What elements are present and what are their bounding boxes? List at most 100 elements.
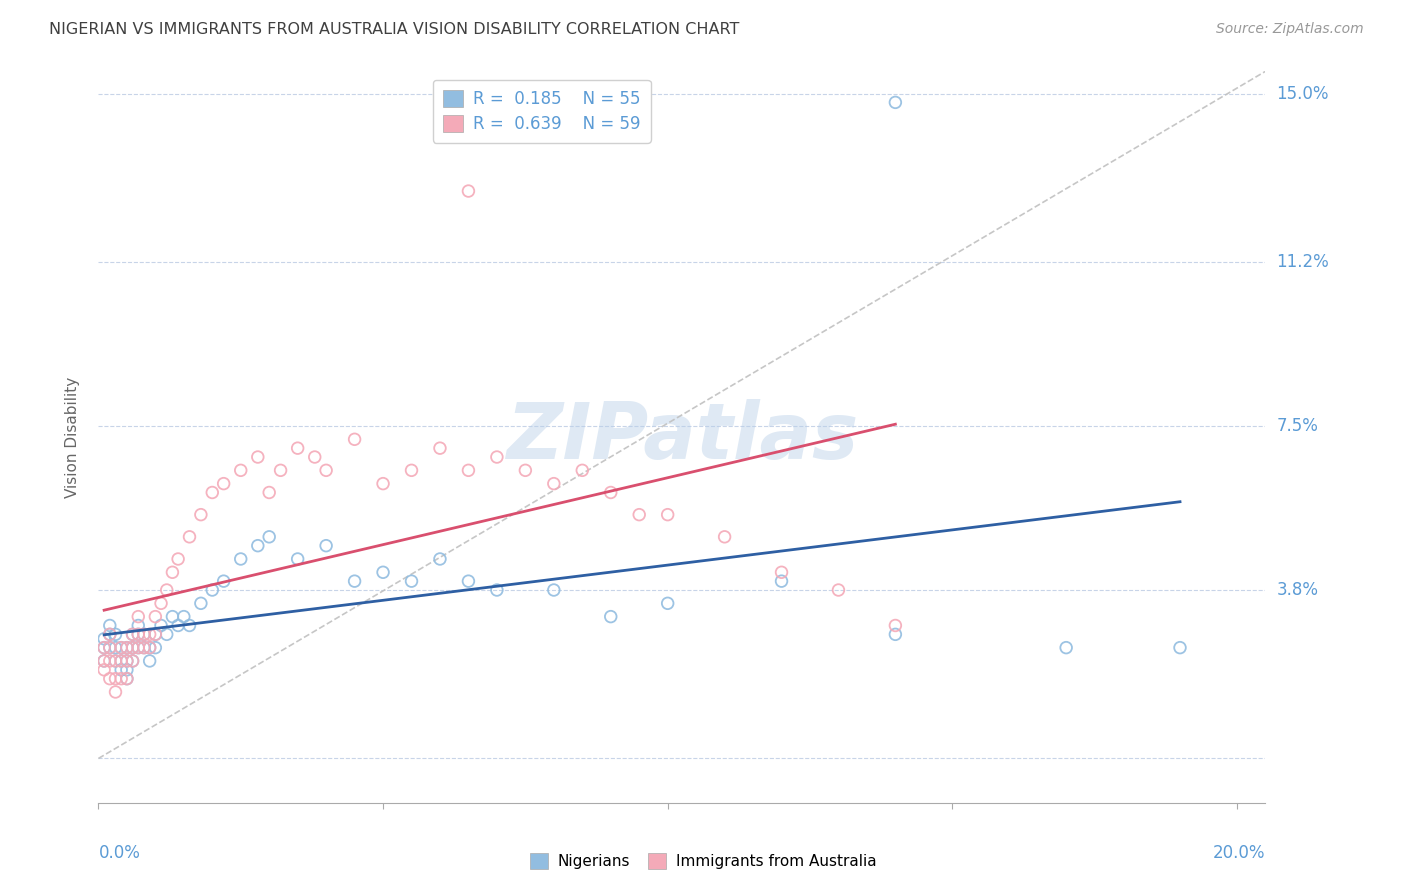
Point: [167, 552, 190, 566]
Point: [257, 530, 280, 544]
Text: Source: ZipAtlas.com: Source: ZipAtlas.com: [1216, 22, 1364, 37]
Point: [143, 609, 166, 624]
Point: [121, 627, 143, 641]
Point: [315, 463, 337, 477]
Point: [304, 450, 326, 464]
Point: [657, 596, 679, 610]
Point: [150, 596, 173, 610]
Point: [770, 566, 793, 580]
Point: [98, 627, 121, 641]
Point: [132, 640, 155, 655]
Point: [132, 627, 155, 641]
Point: [98, 640, 121, 655]
Point: [104, 654, 127, 668]
Point: [167, 618, 190, 632]
Point: [127, 609, 149, 624]
Point: [156, 627, 179, 641]
Text: 11.2%: 11.2%: [1277, 253, 1329, 271]
Text: 7.5%: 7.5%: [1277, 417, 1319, 435]
Point: [315, 539, 337, 553]
Point: [179, 618, 201, 632]
Point: [127, 627, 149, 641]
Point: [429, 441, 451, 455]
Point: [121, 640, 143, 655]
Point: [143, 627, 166, 641]
Point: [287, 552, 309, 566]
Point: [162, 566, 184, 580]
Point: [270, 463, 292, 477]
Point: [599, 609, 621, 624]
Point: [127, 618, 149, 632]
Point: [827, 582, 849, 597]
Point: [115, 640, 138, 655]
Point: [104, 640, 127, 655]
Point: [98, 640, 121, 655]
Point: [121, 654, 143, 668]
Point: [104, 672, 127, 686]
Point: [115, 654, 138, 668]
Point: [127, 640, 149, 655]
Point: [115, 663, 138, 677]
Point: [93, 654, 115, 668]
Point: [343, 574, 366, 589]
Point: [115, 672, 138, 686]
Text: 3.8%: 3.8%: [1277, 581, 1319, 599]
Point: [229, 552, 252, 566]
Point: [457, 574, 479, 589]
Point: [110, 654, 132, 668]
Point: [457, 184, 479, 198]
Point: [401, 574, 423, 589]
Point: [138, 640, 160, 655]
Point: [162, 609, 184, 624]
Point: [115, 640, 138, 655]
Point: [179, 530, 201, 544]
Point: [571, 463, 593, 477]
Point: [115, 654, 138, 668]
Point: [110, 654, 132, 668]
Point: [1054, 640, 1077, 655]
Point: [138, 627, 160, 641]
Point: [143, 640, 166, 655]
Point: [543, 476, 565, 491]
Point: [457, 463, 479, 477]
Point: [246, 450, 269, 464]
Point: [190, 596, 212, 610]
Point: [121, 627, 143, 641]
Point: [246, 539, 269, 553]
Point: [371, 476, 394, 491]
Point: [713, 530, 735, 544]
Point: [110, 640, 132, 655]
Point: [156, 582, 179, 597]
Point: [229, 463, 252, 477]
Point: [132, 627, 155, 641]
Point: [257, 485, 280, 500]
Point: [201, 485, 224, 500]
Point: [287, 441, 309, 455]
Point: [485, 450, 508, 464]
Point: [127, 627, 149, 641]
Text: 0.0%: 0.0%: [98, 845, 141, 863]
Point: [93, 663, 115, 677]
Point: [628, 508, 651, 522]
Point: [884, 95, 907, 110]
Point: [201, 582, 224, 597]
Point: [104, 685, 127, 699]
Point: [884, 618, 907, 632]
Point: [343, 432, 366, 446]
Point: [98, 618, 121, 632]
Point: [515, 463, 537, 477]
Point: [138, 640, 160, 655]
Point: [110, 640, 132, 655]
Text: 20.0%: 20.0%: [1213, 845, 1265, 863]
Text: ZIPatlas: ZIPatlas: [506, 399, 858, 475]
Point: [110, 672, 132, 686]
Point: [104, 654, 127, 668]
Point: [212, 476, 235, 491]
Point: [93, 654, 115, 668]
Point: [115, 672, 138, 686]
Y-axis label: Vision Disability: Vision Disability: [65, 376, 80, 498]
Point: [98, 672, 121, 686]
Point: [1168, 640, 1191, 655]
Point: [173, 609, 195, 624]
Legend: Nigerians, Immigrants from Australia: Nigerians, Immigrants from Australia: [523, 847, 883, 875]
